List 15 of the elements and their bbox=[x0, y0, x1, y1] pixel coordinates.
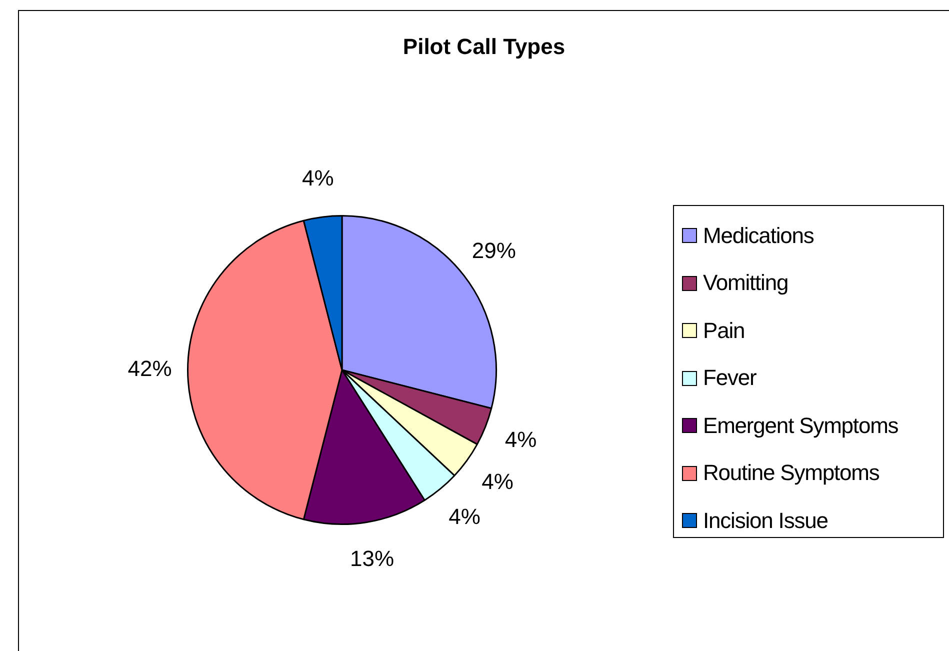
legend-label: Pain bbox=[703, 318, 745, 344]
data-label: 13% bbox=[350, 546, 394, 571]
data-label: 4% bbox=[448, 504, 480, 530]
data-label: 29% bbox=[472, 238, 516, 264]
legend-label: Vomitting bbox=[703, 270, 788, 296]
data-label: 4% bbox=[482, 469, 514, 494]
legend-label: Medications bbox=[703, 222, 814, 249]
legend-label: Routine Symptoms bbox=[703, 460, 880, 486]
legend-label: Incision Issue bbox=[703, 508, 828, 534]
chart-title: Pilot Call Types bbox=[402, 34, 566, 60]
legend-label: Fever bbox=[703, 365, 756, 392]
data-label: 4% bbox=[504, 426, 537, 452]
data-label: 4% bbox=[302, 165, 334, 190]
legend-label: Emergent Symptoms bbox=[703, 412, 898, 439]
data-label: 42% bbox=[128, 356, 172, 382]
